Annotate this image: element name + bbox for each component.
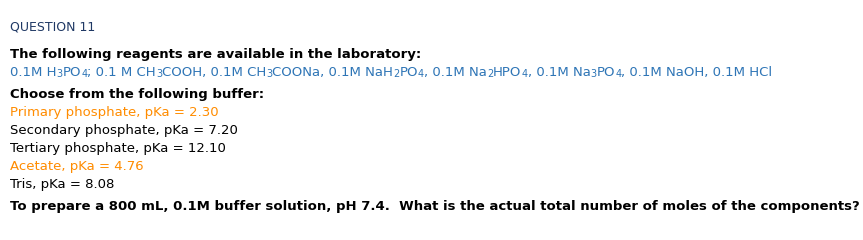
Text: 3: 3 [267,69,273,79]
Text: ; 0.1 M CH: ; 0.1 M CH [87,66,156,79]
Text: 3: 3 [590,69,596,79]
Text: 2: 2 [487,69,494,79]
Text: COONa, 0.1M NaH: COONa, 0.1M NaH [273,66,394,79]
Text: 4: 4 [81,69,87,79]
Text: , 0.1M Na: , 0.1M Na [528,66,590,79]
Text: 3: 3 [156,69,162,79]
Text: The following reagents are available in the laboratory:: The following reagents are available in … [10,48,421,61]
Text: COOH, 0.1M CH: COOH, 0.1M CH [162,66,267,79]
Text: HPO: HPO [494,66,521,79]
Text: QUESTION 11: QUESTION 11 [10,20,95,33]
Text: PO: PO [400,66,418,79]
Text: , 0.1M Na: , 0.1M Na [424,66,487,79]
Text: To prepare a 800 mL, 0.1M buffer solution, pH 7.4.  What is the actual total num: To prepare a 800 mL, 0.1M buffer solutio… [10,200,860,213]
Text: 4: 4 [615,69,621,79]
Text: Acetate, pKa = 4.76: Acetate, pKa = 4.76 [10,160,143,173]
Text: Choose from the following buffer:: Choose from the following buffer: [10,88,264,101]
Text: 2: 2 [394,69,400,79]
Text: Primary phosphate, pKa = 2.30: Primary phosphate, pKa = 2.30 [10,106,218,119]
Text: 3: 3 [56,69,63,79]
Text: 0.1M H: 0.1M H [10,66,56,79]
Text: Tris, pKa = 8.08: Tris, pKa = 8.08 [10,178,115,191]
Text: Secondary phosphate, pKa = 7.20: Secondary phosphate, pKa = 7.20 [10,124,238,137]
Text: , 0.1M NaOH, 0.1M HCl: , 0.1M NaOH, 0.1M HCl [621,66,772,79]
Text: Tertiary phosphate, pKa = 12.10: Tertiary phosphate, pKa = 12.10 [10,142,226,155]
Text: PO: PO [63,66,81,79]
Text: 4: 4 [418,69,424,79]
Text: 4: 4 [521,69,528,79]
Text: PO: PO [596,66,615,79]
